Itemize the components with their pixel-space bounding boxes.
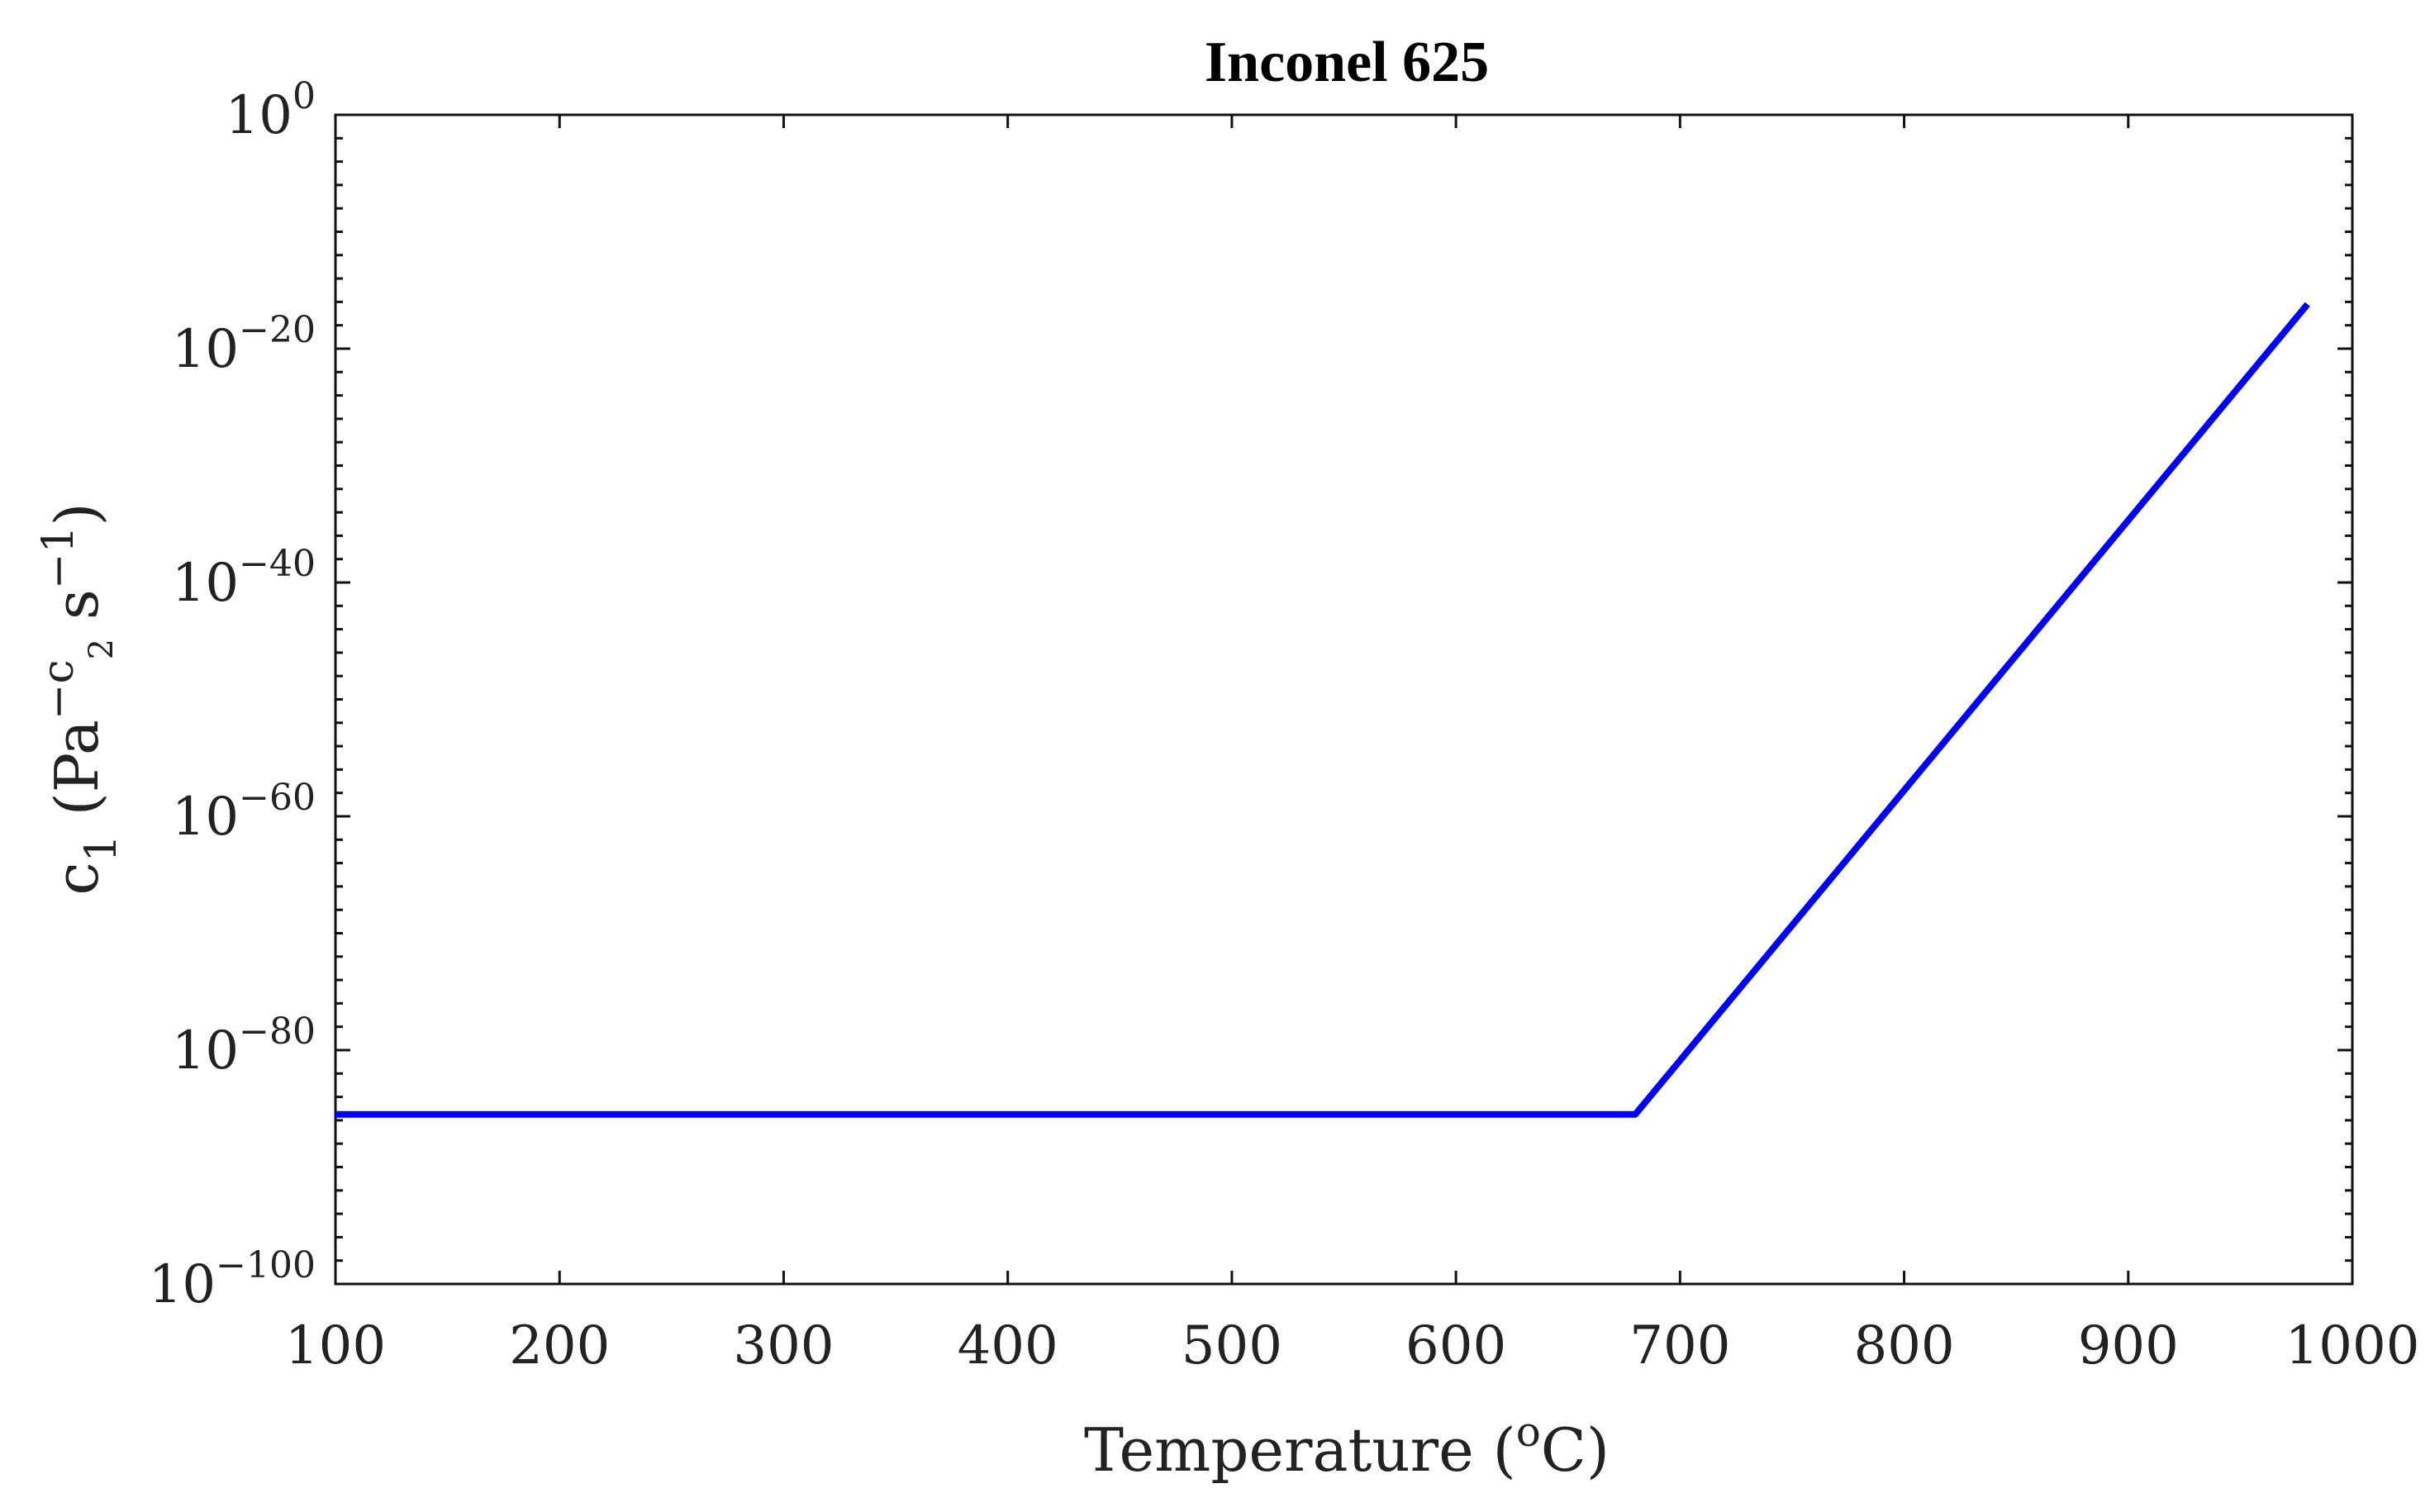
series-group xyxy=(335,302,2310,1118)
x-tick-label: 1000 xyxy=(2285,1315,2420,1376)
series-line xyxy=(335,302,2310,1118)
x-tick-label: 400 xyxy=(958,1315,1058,1376)
x-axis-label: Temperature (oC) xyxy=(1084,1408,1610,1485)
x-tick-label: 800 xyxy=(1853,1315,1954,1376)
y-tick-label: 10−100 xyxy=(149,1244,316,1315)
plot-frame xyxy=(334,113,2354,1286)
y-axis-label: c1 (Pa−c2 s−1) xyxy=(34,502,126,895)
x-tick-label: 700 xyxy=(1629,1315,1730,1376)
y-tick-label: 10−20 xyxy=(172,309,316,380)
x-tick-labels: 100 200 300 400 500 600 700 800 900 1000 xyxy=(285,1315,2420,1376)
x-tick-label: 500 xyxy=(1182,1315,1282,1376)
y-tick-labels: 100 10−20 10−40 10−60 10−80 10−100 xyxy=(149,75,316,1315)
y-tick-label: 100 xyxy=(226,75,316,146)
x-tick-label: 100 xyxy=(285,1315,386,1376)
y-tick-label: 10−60 xyxy=(172,777,316,848)
x-tick-label: 600 xyxy=(1405,1315,1506,1376)
chart-title: Inconel 625 xyxy=(1205,31,1489,94)
y-tick-label: 10−80 xyxy=(172,1010,316,1082)
x-tick-label: 200 xyxy=(509,1315,610,1376)
y-tick-label: 10−40 xyxy=(172,543,316,614)
x-tick-label: 900 xyxy=(2078,1315,2179,1376)
x-tick-label: 300 xyxy=(733,1315,834,1376)
axis-ticks xyxy=(334,113,2354,1286)
